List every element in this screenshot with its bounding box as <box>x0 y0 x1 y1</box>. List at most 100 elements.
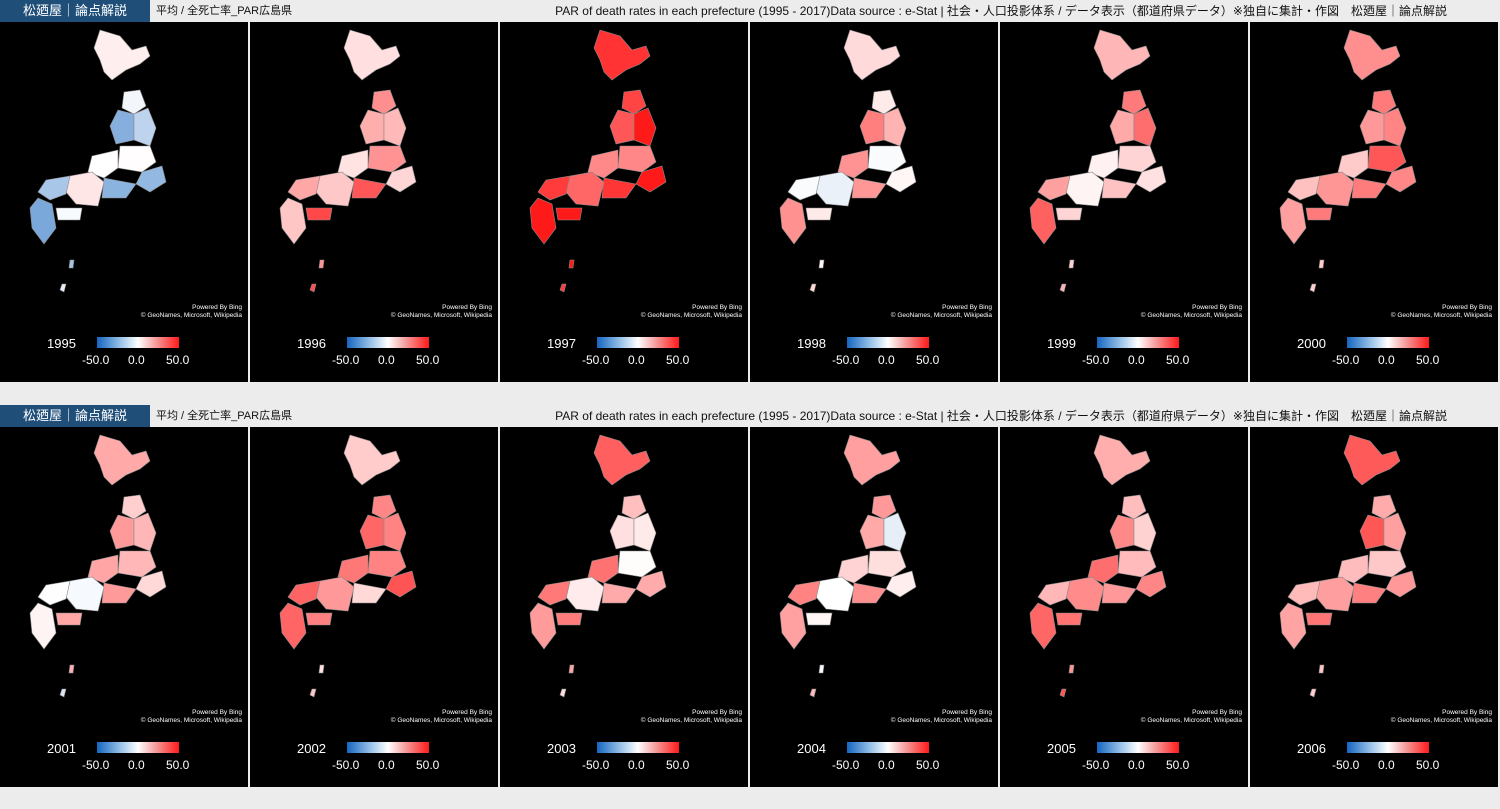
region-okinawa-2 <box>59 283 67 293</box>
region-chubu-s <box>351 177 387 199</box>
tick-mid: 0.0 <box>1128 758 1145 772</box>
region-kanto-n <box>867 145 907 173</box>
region-tohoku-n <box>371 494 397 520</box>
tick-mid: 0.0 <box>378 758 395 772</box>
map-credit-line1: Powered By Bing <box>442 304 492 311</box>
color-scale-bar <box>97 742 179 753</box>
region-tohoku-w <box>1109 109 1135 145</box>
choropleth-map <box>29 434 167 698</box>
brand-badge: 松廼屋｜論点解説 <box>0 0 150 22</box>
tick-min: -50.0 <box>82 353 110 367</box>
tick-mid: 0.0 <box>1378 353 1395 367</box>
region-tohoku-e <box>133 512 157 552</box>
region-kanto-n <box>1117 550 1157 578</box>
region-okinawa-1 <box>318 259 325 269</box>
region-kyushu <box>1279 602 1307 650</box>
region-tohoku-e <box>1133 512 1157 552</box>
region-kansai <box>65 576 105 612</box>
region-okinawa-2 <box>559 283 567 293</box>
region-kansai <box>65 171 105 207</box>
map-credit-line2: © GeoNames, Microsoft, Wikipedia <box>390 717 492 724</box>
region-okinawa-2 <box>309 688 317 698</box>
region-tohoku-w <box>109 109 135 145</box>
region-chubu-s <box>1101 582 1137 604</box>
tick-mid: 0.0 <box>128 758 145 772</box>
region-kansai <box>315 576 355 612</box>
map-panel-2004: Powered By Bing © GeoNames, Microsoft, Wi… <box>750 427 998 787</box>
region-chubu-s <box>851 582 887 604</box>
tick-min: -50.0 <box>82 758 110 772</box>
choropleth-map <box>279 434 417 698</box>
region-kyushu <box>779 197 807 245</box>
region-chubu-n <box>337 149 369 179</box>
region-kanto-s <box>635 165 667 193</box>
region-tohoku-w <box>1109 514 1135 550</box>
region-shikoku <box>555 207 583 221</box>
region-tohoku-w <box>859 514 885 550</box>
map-credit-line1: Powered By Bing <box>442 709 492 716</box>
region-chugoku <box>1287 175 1321 201</box>
region-shikoku <box>1305 207 1333 221</box>
map-credit: Powered By Bing © GeoNames, Microsoft, Wi… <box>1391 304 1492 320</box>
region-shikoku <box>55 612 83 626</box>
map-credit-line1: Powered By Bing <box>192 304 242 311</box>
region-tohoku-n <box>1371 494 1397 520</box>
region-hokkaido <box>843 434 901 486</box>
choropleth-map <box>779 434 917 698</box>
region-hokkaido <box>593 29 651 81</box>
region-okinawa-1 <box>1318 664 1325 674</box>
year-label: 1997 <box>547 336 576 351</box>
year-label: 1998 <box>797 336 826 351</box>
region-chugoku <box>1037 175 1071 201</box>
tick-max: 50.0 <box>1416 353 1440 367</box>
region-tohoku-n <box>871 89 897 115</box>
tick-min: -50.0 <box>1082 758 1110 772</box>
year-label: 2000 <box>1297 336 1326 351</box>
choropleth-map <box>1029 434 1167 698</box>
region-kansai <box>315 171 355 207</box>
tick-min: -50.0 <box>1332 758 1360 772</box>
region-okinawa-1 <box>818 259 825 269</box>
region-chubu-s <box>601 582 637 604</box>
map-credit-line2: © GeoNames, Microsoft, Wikipedia <box>640 312 742 319</box>
tick-max: 50.0 <box>416 353 440 367</box>
tick-max: 50.0 <box>1416 758 1440 772</box>
tick-max: 50.0 <box>1166 758 1190 772</box>
page-title: PAR of death rates in each prefecture (1… <box>555 409 1447 423</box>
map-credit-line2: © GeoNames, Microsoft, Wikipedia <box>640 717 742 724</box>
region-okinawa-1 <box>68 259 75 269</box>
region-chubu-n <box>1337 149 1369 179</box>
color-scale-bar <box>1097 337 1179 348</box>
tick-min: -50.0 <box>832 353 860 367</box>
map-panel-2005: Powered By Bing © GeoNames, Microsoft, Wi… <box>1000 427 1248 787</box>
map-credit-line1: Powered By Bing <box>192 709 242 716</box>
region-kyushu <box>1279 197 1307 245</box>
map-credit: Powered By Bing © GeoNames, Microsoft, Wi… <box>391 304 492 320</box>
region-kansai <box>1315 576 1355 612</box>
region-chubu-n <box>87 554 119 584</box>
color-scale-bar <box>1347 742 1429 753</box>
region-kyushu <box>29 197 57 245</box>
region-okinawa-1 <box>1068 259 1075 269</box>
region-shikoku <box>555 612 583 626</box>
region-kanto-n <box>367 145 407 173</box>
region-kanto-s <box>1385 570 1417 598</box>
tick-mid: 0.0 <box>1378 758 1395 772</box>
region-tohoku-e <box>1133 107 1157 147</box>
section-header: 松廼屋｜論点解説 平均 / 全死亡率_PAR広島県 PAR of death r… <box>0 0 1500 22</box>
region-chugoku <box>1037 580 1071 606</box>
region-okinawa-2 <box>309 283 317 293</box>
region-tohoku-n <box>621 89 647 115</box>
region-chubu-n <box>587 554 619 584</box>
region-kanto-s <box>135 570 167 598</box>
map-credit-line2: © GeoNames, Microsoft, Wikipedia <box>890 312 992 319</box>
region-tohoku-e <box>1383 107 1407 147</box>
region-kanto-n <box>867 550 907 578</box>
map-panel-1996: Powered By Bing © GeoNames, Microsoft, Wi… <box>250 22 498 382</box>
map-credit: Powered By Bing © GeoNames, Microsoft, Wi… <box>391 709 492 725</box>
region-shikoku <box>305 612 333 626</box>
color-scale-bar <box>847 337 929 348</box>
page-title: PAR of death rates in each prefecture (1… <box>555 4 1447 18</box>
tick-max: 50.0 <box>666 758 690 772</box>
map-credit-line1: Powered By Bing <box>692 709 742 716</box>
